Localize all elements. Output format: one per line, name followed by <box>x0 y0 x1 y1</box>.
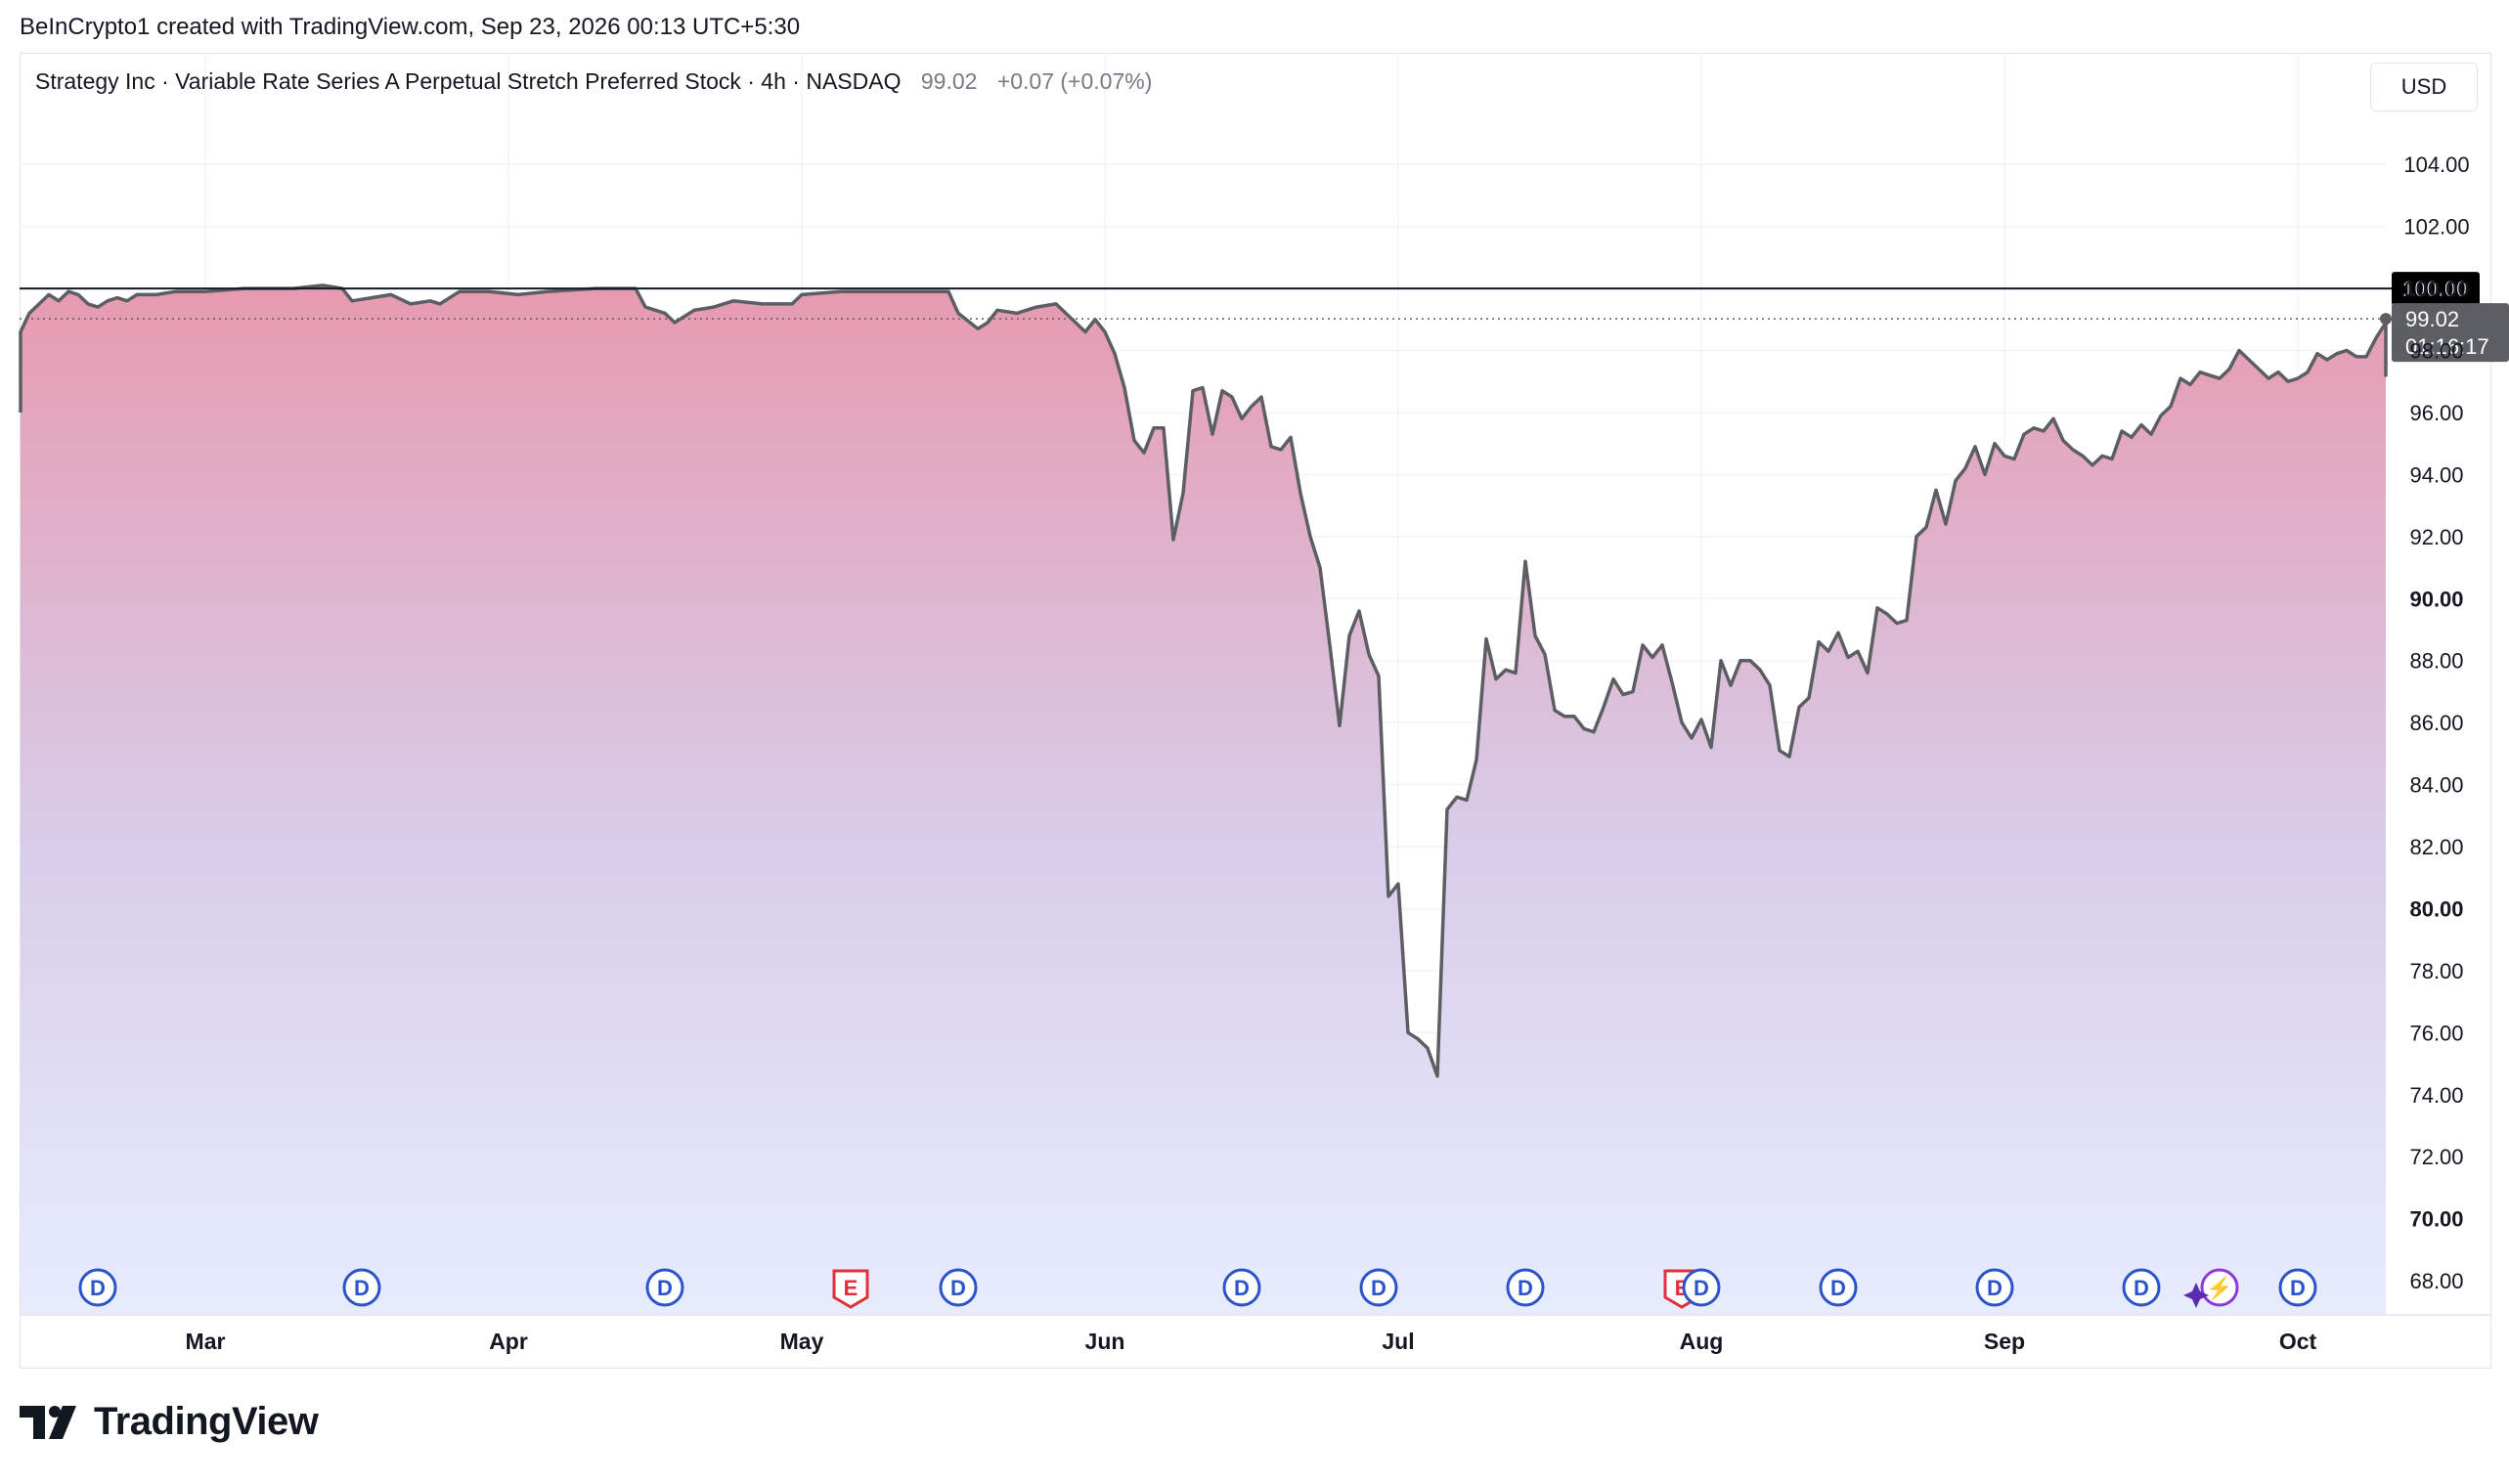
x-tick-label: Oct <box>2279 1329 2317 1354</box>
dividend-marker-shape <box>939 1268 978 1307</box>
chart-frame <box>20 53 2491 1369</box>
y-tick-label: 68.00 <box>2409 1269 2463 1293</box>
dividend-marker-shape <box>1682 1268 1721 1307</box>
y-tick-label: 92.00 <box>2409 525 2463 549</box>
y-tick-label: 82.00 <box>2409 835 2463 859</box>
countdown-label: 01:16:17 <box>2405 334 2489 359</box>
reference-price-label-box <box>2392 272 2480 306</box>
y-tick-label: 90.00 <box>2409 587 2463 611</box>
y-tick-label: 104.00 <box>2403 153 2469 177</box>
y-tick-label: 98.00 <box>2409 339 2463 364</box>
dividend-marker[interactable]: D <box>78 1268 117 1307</box>
x-tick-label: Sep <box>1984 1329 2025 1354</box>
price-line <box>19 284 2388 1078</box>
event-marker-label: D <box>2134 1276 2149 1300</box>
dividend-marker[interactable]: D <box>342 1268 381 1307</box>
dividend-marker[interactable]: D <box>1819 1268 1858 1307</box>
dividend-marker[interactable]: D <box>1359 1268 1398 1307</box>
x-tick-label: Aug <box>1680 1329 1724 1354</box>
event-marker-label: D <box>950 1276 966 1300</box>
dividend-marker-shape <box>342 1268 381 1307</box>
event-marker-label: D <box>2290 1276 2306 1300</box>
tradingview-logo[interactable]: TradingView <box>20 1400 319 1444</box>
sparkle-icon <box>2183 1283 2209 1308</box>
dividend-marker[interactable]: D <box>2278 1268 2317 1307</box>
event-marker-label: E <box>844 1276 858 1300</box>
dividend-marker[interactable]: D <box>1975 1268 2014 1307</box>
earnings-marker[interactable]: E <box>832 1269 869 1309</box>
dividend-marker[interactable]: D <box>1682 1268 1721 1307</box>
price-area <box>19 284 2392 1315</box>
last-price-label: 99.02 <box>2405 307 2459 331</box>
event-marker-label: ⚡ <box>2206 1276 2232 1301</box>
dividend-marker[interactable]: D <box>645 1268 684 1307</box>
event-marker-label: D <box>90 1276 106 1300</box>
dividend-marker-shape <box>1359 1268 1398 1307</box>
event-marker-label: D <box>1518 1276 1533 1300</box>
dividend-marker-shape <box>2278 1268 2317 1307</box>
earnings-marker-shape <box>832 1269 869 1309</box>
dividend-marker-shape <box>78 1268 117 1307</box>
y-tick-label: 72.00 <box>2409 1145 2463 1169</box>
dividend-marker-shape <box>645 1268 684 1307</box>
event-marker-label: D <box>657 1276 673 1300</box>
dividend-marker-shape <box>1975 1268 2014 1307</box>
x-tick-label: Jul <box>1382 1329 1414 1354</box>
event-marker-label: D <box>1987 1276 2003 1300</box>
y-tick-label: 94.00 <box>2409 462 2463 487</box>
last-price-value: 99.02 <box>920 68 978 94</box>
event-marker-label: D <box>1830 1276 1846 1300</box>
y-tick-label: 96.00 <box>2409 401 2463 425</box>
last-price-label-box <box>2392 303 2509 363</box>
currency-button[interactable]: USD <box>2370 63 2478 111</box>
y-tick-label: 70.00 <box>2409 1207 2463 1232</box>
axes: 68.00 70.00 72.00 74.00 76.00 78.00 80.00 82.00… <box>20 153 2491 1354</box>
chart-credit-text: BeInCrypto1 created with TradingView.com… <box>20 14 801 40</box>
y-tick-label: 88.00 <box>2409 649 2463 674</box>
event-marker-label: D <box>1371 1276 1387 1300</box>
dividend-marker-shape <box>1506 1268 1545 1307</box>
symbol-legend[interactable]: Strategy Inc · Variable Rate Series A Pe… <box>35 68 1152 95</box>
y-tick-label: 84.00 <box>2409 773 2463 798</box>
dividend-marker[interactable]: D <box>2122 1268 2161 1307</box>
event-markers: D D D E D D D D E D D D D ⚡ D <box>78 1268 2317 1309</box>
dividend-marker-shape <box>1222 1268 1261 1307</box>
y-tick-label: 74.00 <box>2409 1083 2463 1108</box>
reference-lines: 100.00 99.02 01:16:17 <box>20 272 2509 363</box>
y-tick-label: 80.00 <box>2409 896 2463 921</box>
reference-price-label: 100.00 <box>2402 277 2468 301</box>
dividend-marker[interactable]: D <box>1222 1268 1261 1307</box>
y-tick-label: 76.00 <box>2409 1021 2463 1045</box>
x-tick-label: May <box>780 1329 824 1354</box>
y-tick-label: 86.00 <box>2409 711 2463 735</box>
tradingview-logo-text: TradingView <box>94 1400 319 1443</box>
event-marker-label: D <box>1234 1276 1250 1300</box>
ai-marker[interactable]: ⚡ <box>2183 1268 2239 1308</box>
price-area-fill <box>21 284 2386 1315</box>
y-tick-label: 100.00 <box>2403 277 2469 301</box>
ai-marker-shape <box>2200 1268 2239 1307</box>
event-marker-label: D <box>1694 1276 1709 1300</box>
x-tick-label: Apr <box>489 1329 528 1354</box>
y-tick-label: 102.00 <box>2403 215 2469 240</box>
dividend-marker-shape <box>1819 1268 1858 1307</box>
symbol-name: Strategy Inc · Variable Rate Series A Pe… <box>35 68 902 94</box>
tradingview-logo-icon <box>20 1405 76 1439</box>
event-marker-label: D <box>354 1276 370 1300</box>
dividend-marker[interactable]: D <box>939 1268 978 1307</box>
x-tick-label: Jun <box>1085 1329 1125 1354</box>
price-change: +0.07 (+0.07%) <box>996 68 1153 94</box>
dividend-marker-shape <box>2122 1268 2161 1307</box>
dividend-marker[interactable]: D <box>1506 1268 1545 1307</box>
y-tick-label: 78.00 <box>2409 959 2463 983</box>
x-tick-label: Mar <box>186 1329 226 1354</box>
